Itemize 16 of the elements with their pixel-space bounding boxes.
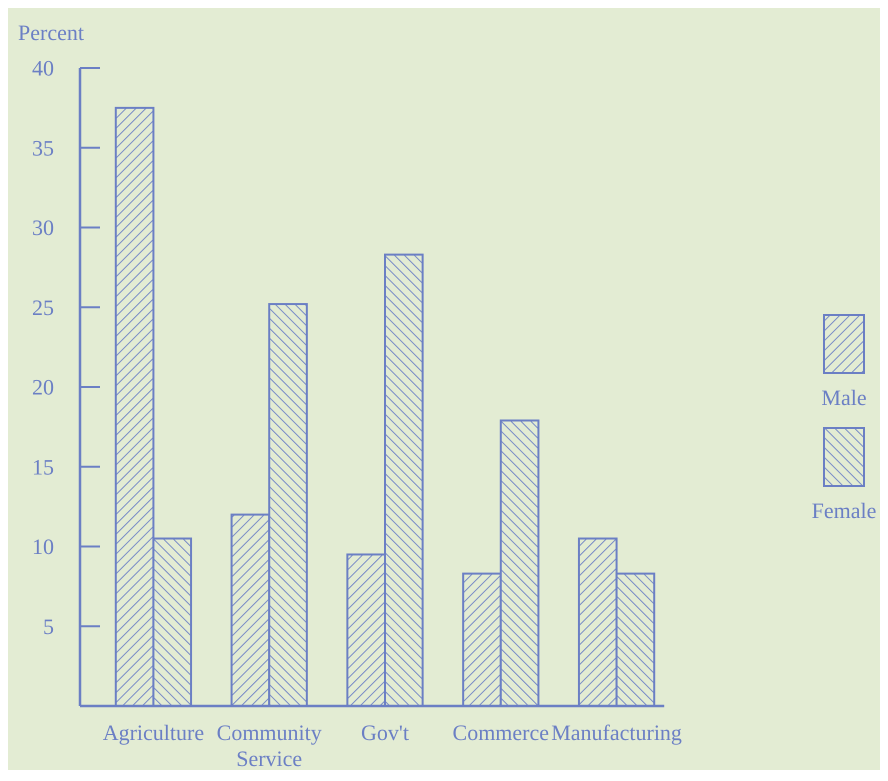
- x-tick-label: Commerce: [452, 720, 550, 745]
- x-tick-label: Community Service: [216, 720, 322, 771]
- y-tick-label: 40: [32, 56, 54, 81]
- y-tick-label: 25: [32, 294, 54, 320]
- y-tick-label: 15: [32, 454, 54, 480]
- x-tick-label: Agriculture: [102, 720, 204, 745]
- y-tick-label: 20: [32, 374, 54, 400]
- x-tick-label: Manufacturing: [551, 720, 682, 745]
- y-axis-title: Percent: [18, 20, 84, 45]
- y-tick-label: 35: [32, 135, 54, 160]
- y-tick-label: 30: [32, 215, 54, 240]
- x-tick-label: Gov't: [361, 720, 409, 745]
- y-tick-label: 5: [43, 614, 54, 639]
- text: Male: [821, 385, 867, 410]
- y-tick-label: 10: [32, 534, 54, 560]
- text: Female: [812, 498, 876, 523]
